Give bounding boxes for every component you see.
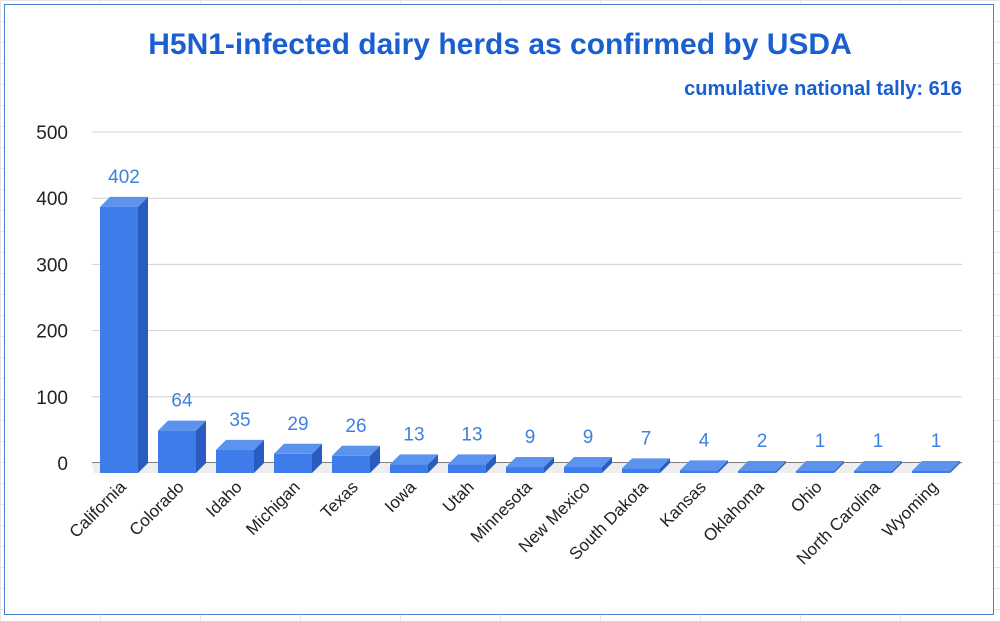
bar-top bbox=[796, 461, 844, 471]
bar-top bbox=[216, 439, 264, 450]
x-tick-label: Oklahoma bbox=[700, 477, 769, 546]
bar bbox=[158, 430, 196, 473]
x-tick-label: Iowa bbox=[381, 477, 420, 516]
data-label: 29 bbox=[287, 414, 308, 435]
bar-top bbox=[564, 457, 612, 468]
chart-subtitle: cumulative national tally: 616 bbox=[684, 78, 962, 100]
bar bbox=[274, 453, 312, 473]
data-label: 4 bbox=[699, 430, 710, 451]
data-label: 13 bbox=[403, 424, 424, 445]
y-tick-label: 300 bbox=[36, 255, 68, 276]
bar-side bbox=[660, 458, 670, 473]
data-label: 1 bbox=[873, 431, 884, 452]
bar-top bbox=[506, 457, 554, 468]
data-label: 26 bbox=[345, 416, 366, 437]
data-label: 7 bbox=[641, 428, 652, 449]
bar bbox=[448, 464, 486, 473]
bar-top bbox=[622, 458, 670, 469]
bar-side bbox=[138, 196, 148, 473]
y-tick-label: 200 bbox=[36, 322, 68, 343]
data-label: 64 bbox=[171, 391, 193, 412]
bar bbox=[390, 464, 428, 473]
chart-title: H5N1-infected dairy herds as confirmed b… bbox=[148, 28, 852, 61]
bar-top bbox=[390, 454, 438, 465]
y-tick-label: 500 bbox=[36, 123, 68, 144]
bar bbox=[796, 471, 834, 473]
x-tick-label: Texas bbox=[317, 477, 362, 522]
bar-side bbox=[370, 445, 380, 473]
y-tick-label: 0 bbox=[57, 454, 68, 475]
bar bbox=[332, 455, 370, 473]
bar bbox=[680, 470, 718, 473]
bar-side bbox=[544, 457, 554, 473]
data-label: 35 bbox=[229, 410, 250, 431]
bar bbox=[216, 449, 254, 473]
chart-frame[interactable] bbox=[4, 4, 994, 615]
bar bbox=[622, 468, 660, 473]
bar-top bbox=[854, 461, 902, 471]
data-label: 13 bbox=[461, 424, 482, 445]
bar-top bbox=[274, 443, 322, 454]
bar-side bbox=[196, 420, 206, 473]
bar-side bbox=[776, 461, 786, 473]
x-tick-label: Utah bbox=[439, 477, 478, 516]
bar-side bbox=[428, 454, 438, 473]
data-label: 402 bbox=[108, 167, 140, 188]
data-label: 1 bbox=[931, 431, 942, 452]
y-tick-label: 100 bbox=[36, 388, 68, 409]
bar-side bbox=[718, 460, 728, 473]
data-label: 9 bbox=[583, 427, 594, 448]
bar-top bbox=[680, 460, 728, 471]
bar bbox=[738, 471, 776, 473]
bar-side bbox=[602, 457, 612, 473]
bar-top bbox=[158, 420, 206, 431]
bar-top bbox=[448, 454, 496, 465]
bar-top bbox=[738, 461, 786, 471]
bar bbox=[564, 467, 602, 473]
bar bbox=[912, 471, 950, 473]
bar-side bbox=[312, 443, 322, 473]
x-tick-label: Ohio bbox=[787, 477, 826, 516]
data-label: 2 bbox=[757, 431, 768, 452]
bar-top bbox=[100, 196, 148, 207]
bar-top bbox=[332, 445, 380, 456]
x-tick-label: California bbox=[66, 477, 131, 542]
x-tick-label: Kansas bbox=[656, 477, 710, 531]
x-tick-label: Colorado bbox=[126, 477, 188, 539]
y-tick-label: 400 bbox=[36, 189, 68, 210]
bar-side bbox=[834, 461, 844, 473]
bar-side bbox=[950, 461, 960, 473]
bar-side bbox=[486, 454, 496, 473]
bar bbox=[506, 467, 544, 473]
bar bbox=[100, 206, 138, 473]
bar-top bbox=[912, 461, 960, 471]
x-tick-label: Wyoming bbox=[878, 477, 941, 540]
bar-side bbox=[254, 439, 264, 473]
data-label: 9 bbox=[525, 427, 536, 448]
bar-side bbox=[892, 461, 902, 473]
x-tick-label: Michigan bbox=[242, 477, 304, 539]
data-label: 1 bbox=[815, 431, 826, 452]
x-tick-label: Idaho bbox=[202, 477, 246, 521]
bar bbox=[854, 471, 892, 473]
